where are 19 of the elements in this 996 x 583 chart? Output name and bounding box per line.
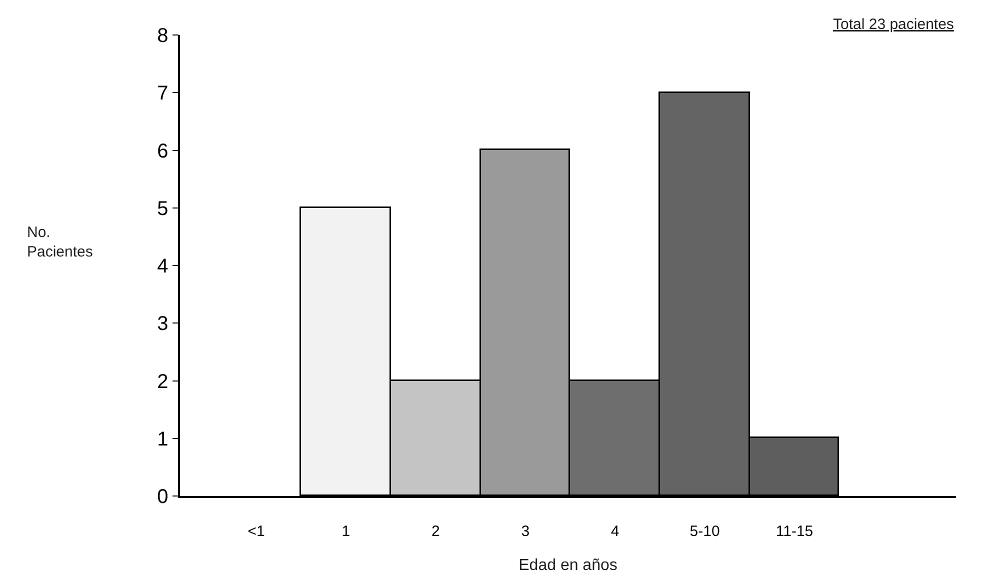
- x-tick-label: 4: [610, 522, 620, 540]
- x-tick-label: 5-10: [690, 522, 720, 540]
- y-tick-label: 6: [157, 140, 168, 162]
- y-tick-label: 0: [157, 486, 168, 508]
- x-tick-label: 11-15: [776, 522, 814, 540]
- y-tick-label: 1: [157, 428, 168, 450]
- y-tick-label: 8: [157, 25, 168, 47]
- y-tick-label: 3: [157, 313, 168, 336]
- x-tick-label: <1: [248, 522, 265, 540]
- y-tick-label: 7: [157, 82, 168, 105]
- y-tick-label: 4: [157, 256, 168, 278]
- y-tick-label: 2: [157, 370, 168, 393]
- y-tick-label: 5: [157, 198, 168, 220]
- text: Total 23 pacientes: [833, 16, 954, 33]
- x-tick-label: 2: [432, 522, 440, 540]
- x-tick-label: 3: [521, 522, 530, 540]
- y-axis-title: No. Pacientes: [27, 224, 93, 260]
- x-tick-label: 1: [342, 522, 350, 540]
- x-axis-title: Edad en años: [518, 556, 618, 574]
